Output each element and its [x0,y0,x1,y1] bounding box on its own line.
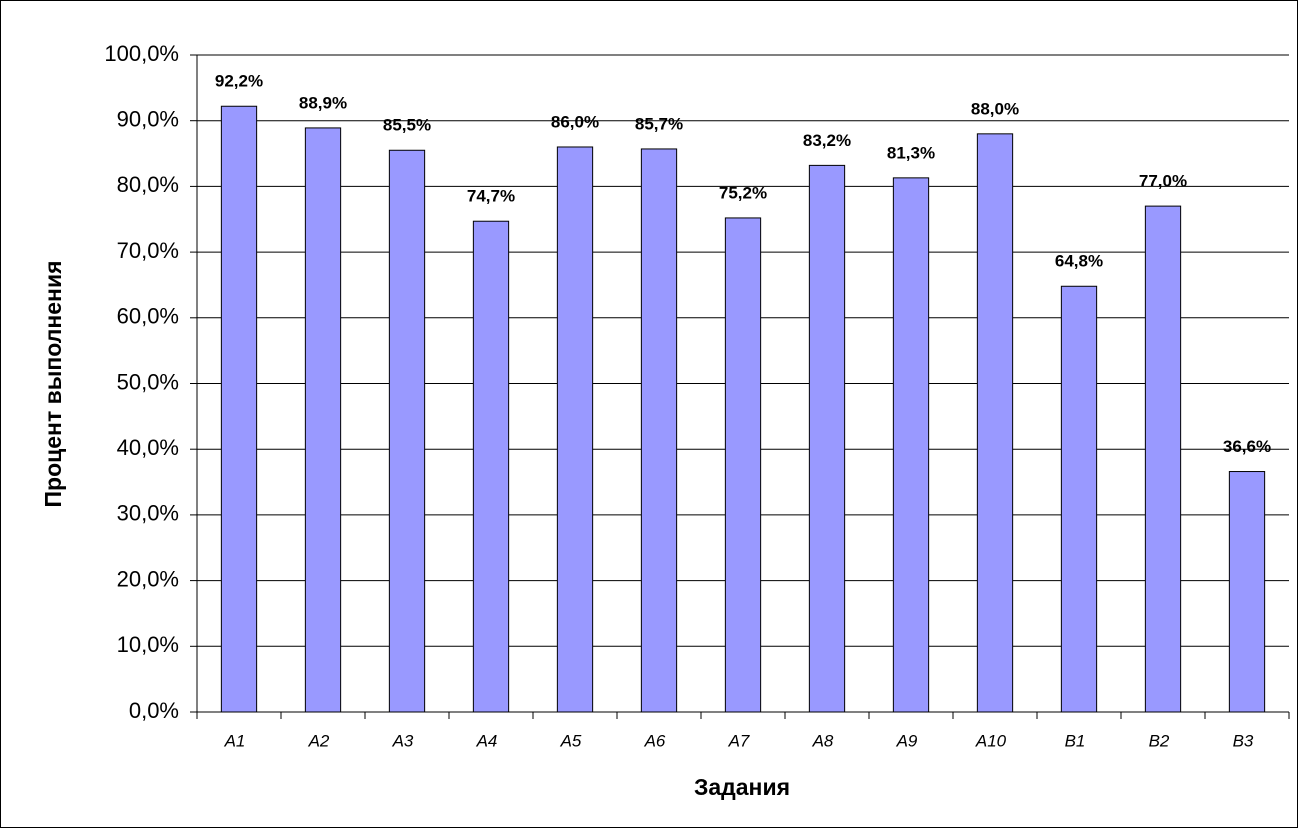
x-tick-label: A7 [728,731,750,750]
value-label: 88,0% [971,99,1019,118]
bar [808,164,846,713]
bar [556,146,594,713]
bar [304,127,342,713]
bar [388,149,426,713]
y-tick-label: 80,0% [117,172,179,197]
bar [724,217,762,713]
y-tick-label: 50,0% [117,369,179,394]
x-tick-label: B3 [1233,731,1254,750]
y-tick-label: 70,0% [117,238,179,263]
x-tick-label: A10 [975,731,1007,750]
bar [1060,285,1098,713]
x-tick-label: B2 [1149,731,1170,750]
x-tick-label: A2 [308,731,330,750]
y-tick-label: 60,0% [117,304,179,329]
bar [472,220,510,713]
y-tick-label: 10,0% [117,632,179,657]
value-label: 86,0% [551,112,599,131]
value-label: 77,0% [1139,172,1187,191]
bar [1144,205,1182,713]
bar [892,177,930,713]
value-label: 85,5% [383,116,431,135]
x-tick-label: A9 [896,731,918,750]
x-tick-label: A8 [812,731,834,750]
x-axis-title: Задания [694,774,790,800]
y-tick-label: 40,0% [117,435,179,460]
value-label: 64,8% [1055,252,1103,271]
y-tick-label: 0,0% [129,698,179,723]
value-label: 81,3% [887,143,935,162]
x-tick-label: A5 [560,731,582,750]
y-tick-label: 30,0% [117,501,179,526]
bar [640,148,678,713]
y-axis-title: Процент выполнения [40,260,66,507]
x-tick-label: A1 [224,731,246,750]
bar [976,133,1014,713]
y-tick-label: 90,0% [117,107,179,132]
value-label: 36,6% [1223,437,1271,456]
value-label: 74,7% [467,187,515,206]
y-tick-label: 100,0% [104,41,179,66]
x-tick-label: A3 [392,731,414,750]
value-label: 75,2% [719,183,767,202]
x-tick-label: A4 [476,731,498,750]
x-tick-label: A6 [644,731,666,750]
y-tick-label: 20,0% [117,566,179,591]
value-label: 92,2% [215,72,263,91]
value-label: 83,2% [803,131,851,150]
bar [1228,471,1266,713]
value-label: 88,9% [299,93,347,112]
x-tick-label: B1 [1065,731,1086,750]
bar [220,105,258,713]
value-label: 85,7% [635,114,683,133]
